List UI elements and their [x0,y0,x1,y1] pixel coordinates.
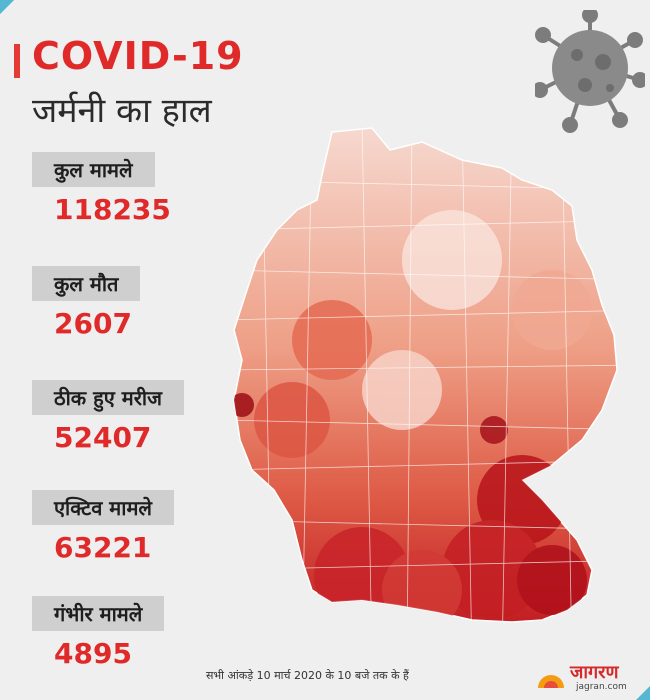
stat-label: कुल मौत [32,266,141,301]
stat-total-cases: कुल मामले 118235 [32,152,171,226]
title-accent-bar [14,44,20,78]
logo-url: jagran.com [576,682,627,692]
stat-value: 52407 [54,421,152,454]
logo-name: जागरण [570,662,619,683]
stat-label: ठीक हुए मरीज [32,380,184,415]
page-title: COVID-19 [32,34,244,78]
sun-logo-icon [538,675,564,688]
stat-value: 2607 [54,307,132,340]
stat-critical-cases: गंभीर मामले 4895 [32,596,165,670]
stat-recovered: ठीक हुए मरीज 52407 [32,380,184,454]
page-subtitle: जर्मनी का हाल [32,91,212,131]
jagran-logo: जागरण jagran.com [536,660,646,694]
stat-value: 63221 [54,531,152,564]
stat-label: कुल मामले [32,152,155,187]
germany-map [222,120,642,664]
stat-total-deaths: कुल मौत 2607 [32,266,141,340]
stat-value: 4895 [54,637,132,670]
corner-fold [0,0,14,14]
stat-value: 118235 [54,193,171,226]
stat-active-cases: एक्टिव मामले 63221 [32,490,174,564]
footnote: सभी आंकड़े 10 मार्च 2020 के 10 बजे तक के… [206,669,409,682]
stat-label: गंभीर मामले [32,596,165,631]
stat-label: एक्टिव मामले [32,490,174,525]
